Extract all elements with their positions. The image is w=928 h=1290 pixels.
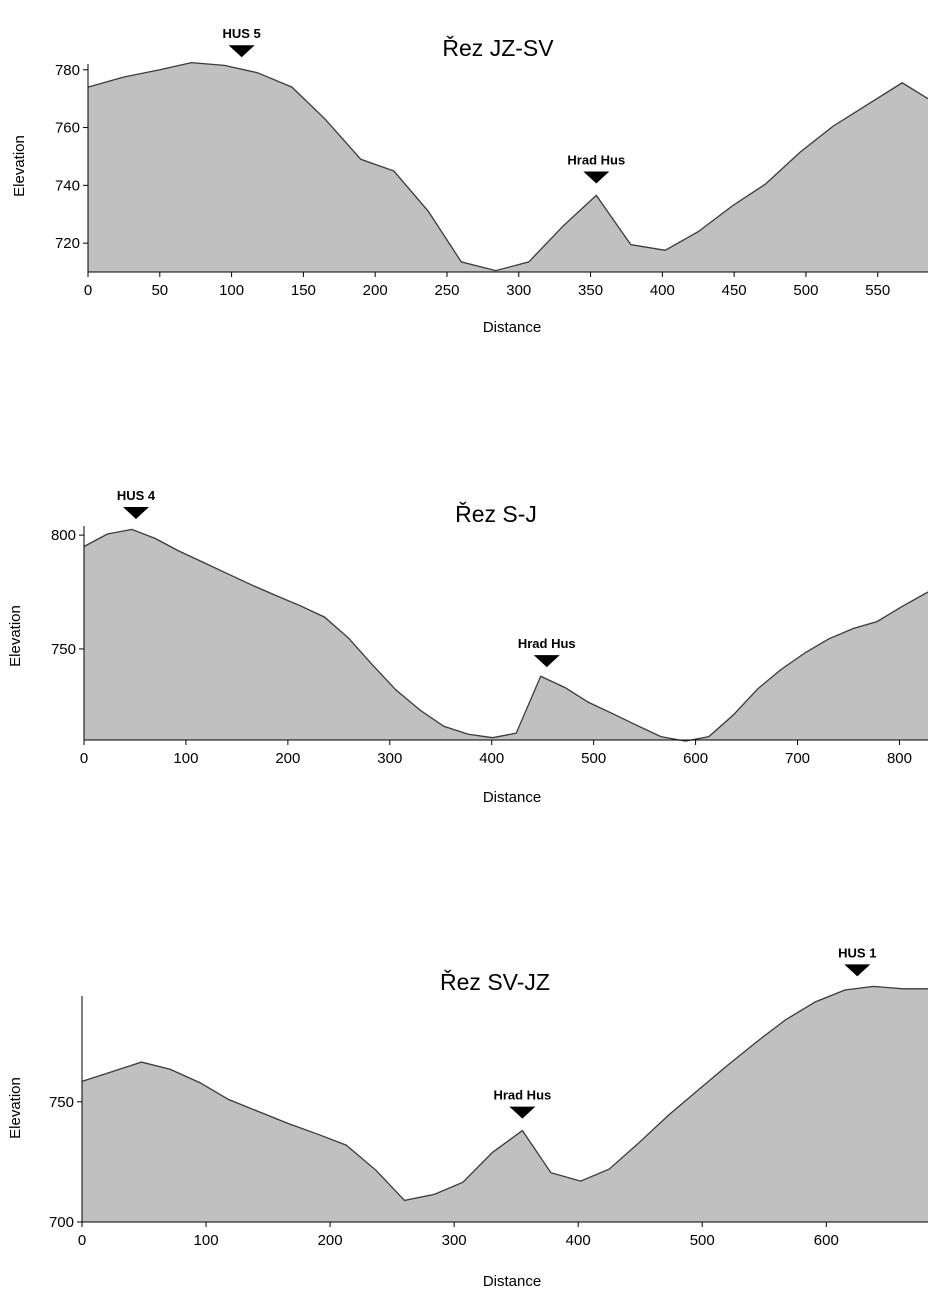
x-tick-label: 400 (650, 282, 675, 299)
terrain-area (84, 529, 928, 742)
peak-marker-label: HUS 1 (838, 945, 876, 960)
x-axis-label: Distance (483, 1273, 541, 1290)
x-tick-label: 600 (683, 750, 708, 767)
x-axis-label: Distance (483, 789, 541, 806)
profile-chart-1: 0 50 100 150 200 250 300 350 400 450 500 550 720 740 7… (11, 26, 928, 336)
profile-chart-2: 0 100 200 300 400 500 600 700 800 750 800 Řez S-J Di… (7, 488, 928, 806)
profile-line (81, 985, 928, 1202)
x-tick-label: 400 (566, 1232, 591, 1249)
y-tick-label: 720 (55, 235, 80, 252)
profile-line (87, 61, 928, 272)
y-tick-label: 750 (49, 1094, 74, 1111)
x-tick-label: 350 (578, 282, 603, 299)
x-tick-label: 300 (377, 750, 402, 767)
y-tick-label: 750 (51, 641, 76, 658)
x-tick-label: 0 (80, 750, 88, 767)
x-tick-label: 200 (275, 750, 300, 767)
chart-title: Řez SV-JZ (440, 969, 550, 995)
peak-marker-label: Hrad Hus (518, 636, 576, 651)
chart-title: Řez S-J (455, 501, 537, 527)
y-tick-label: 780 (55, 62, 80, 79)
peak-marker-triangle (509, 1106, 536, 1119)
x-tick-label: 500 (690, 1232, 715, 1249)
profile-line (83, 528, 928, 742)
y-tick-label: 800 (51, 527, 76, 544)
profile-chart-3: 0 100 200 300 400 500 600 700 750 Řez SV-JZ Distan… (7, 945, 928, 1290)
y-axis-label: Elevation (11, 135, 28, 197)
terrain-area (88, 62, 928, 272)
peak-marker-triangle (533, 655, 560, 668)
x-tick-label: 700 (785, 750, 810, 767)
x-tick-label: 100 (219, 282, 244, 299)
y-axis-label: Elevation (7, 605, 24, 667)
x-tick-label: 100 (194, 1232, 219, 1249)
peak-marker-triangle (583, 171, 610, 184)
x-tick-label: 800 (887, 750, 912, 767)
peak-marker-triangle (228, 45, 255, 58)
x-tick-label: 450 (722, 282, 747, 299)
y-tick-label: 760 (55, 120, 80, 137)
x-tick-label: 50 (151, 282, 168, 299)
peak-marker-label: Hrad Hus (493, 1088, 551, 1103)
peak-marker-label: Hrad Hus (567, 152, 625, 167)
x-tick-label: 400 (479, 750, 504, 767)
x-tick-label: 200 (318, 1232, 343, 1249)
chart-title: Řez JZ-SV (442, 35, 554, 61)
x-tick-label: 200 (363, 282, 388, 299)
x-tick-label: 300 (442, 1232, 467, 1249)
x-axis-label: Distance (483, 319, 541, 336)
terrain-area (82, 986, 928, 1222)
y-tick-label: 700 (49, 1214, 74, 1231)
peak-marker-triangle (844, 964, 871, 977)
y-tick-label: 740 (55, 177, 80, 194)
x-tick-label: 250 (434, 282, 459, 299)
peak-marker-label: HUS 5 (222, 26, 260, 41)
peak-marker-triangle (122, 506, 149, 519)
x-tick-label: 0 (84, 282, 92, 299)
x-tick-label: 600 (814, 1232, 839, 1249)
x-tick-label: 300 (506, 282, 531, 299)
x-tick-label: 0 (78, 1232, 86, 1249)
x-tick-label: 100 (173, 750, 198, 767)
peak-marker-label: HUS 4 (117, 488, 156, 503)
x-tick-label: 150 (291, 282, 316, 299)
y-axis-label: Elevation (7, 1077, 24, 1139)
x-tick-label: 500 (793, 282, 818, 299)
x-tick-label: 500 (581, 750, 606, 767)
x-tick-label: 550 (865, 282, 890, 299)
